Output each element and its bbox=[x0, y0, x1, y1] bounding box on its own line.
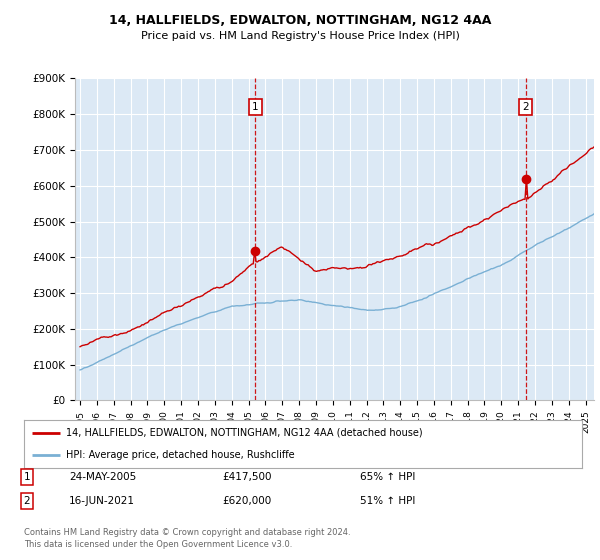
Text: 24-MAY-2005: 24-MAY-2005 bbox=[69, 472, 136, 482]
Text: 65% ↑ HPI: 65% ↑ HPI bbox=[360, 472, 415, 482]
Text: 14, HALLFIELDS, EDWALTON, NOTTINGHAM, NG12 4AA: 14, HALLFIELDS, EDWALTON, NOTTINGHAM, NG… bbox=[109, 14, 491, 27]
Text: Contains HM Land Registry data © Crown copyright and database right 2024.: Contains HM Land Registry data © Crown c… bbox=[24, 528, 350, 536]
Text: HPI: Average price, detached house, Rushcliffe: HPI: Average price, detached house, Rush… bbox=[66, 450, 295, 460]
Text: £620,000: £620,000 bbox=[222, 496, 271, 506]
Text: 16-JUN-2021: 16-JUN-2021 bbox=[69, 496, 135, 506]
Text: This data is licensed under the Open Government Licence v3.0.: This data is licensed under the Open Gov… bbox=[24, 540, 292, 549]
Text: 2: 2 bbox=[523, 102, 529, 112]
Text: 14, HALLFIELDS, EDWALTON, NOTTINGHAM, NG12 4AA (detached house): 14, HALLFIELDS, EDWALTON, NOTTINGHAM, NG… bbox=[66, 428, 422, 438]
Text: 51% ↑ HPI: 51% ↑ HPI bbox=[360, 496, 415, 506]
Text: 2: 2 bbox=[23, 496, 31, 506]
Text: £417,500: £417,500 bbox=[222, 472, 271, 482]
Text: 1: 1 bbox=[23, 472, 31, 482]
Text: 1: 1 bbox=[252, 102, 259, 112]
Text: Price paid vs. HM Land Registry's House Price Index (HPI): Price paid vs. HM Land Registry's House … bbox=[140, 31, 460, 41]
